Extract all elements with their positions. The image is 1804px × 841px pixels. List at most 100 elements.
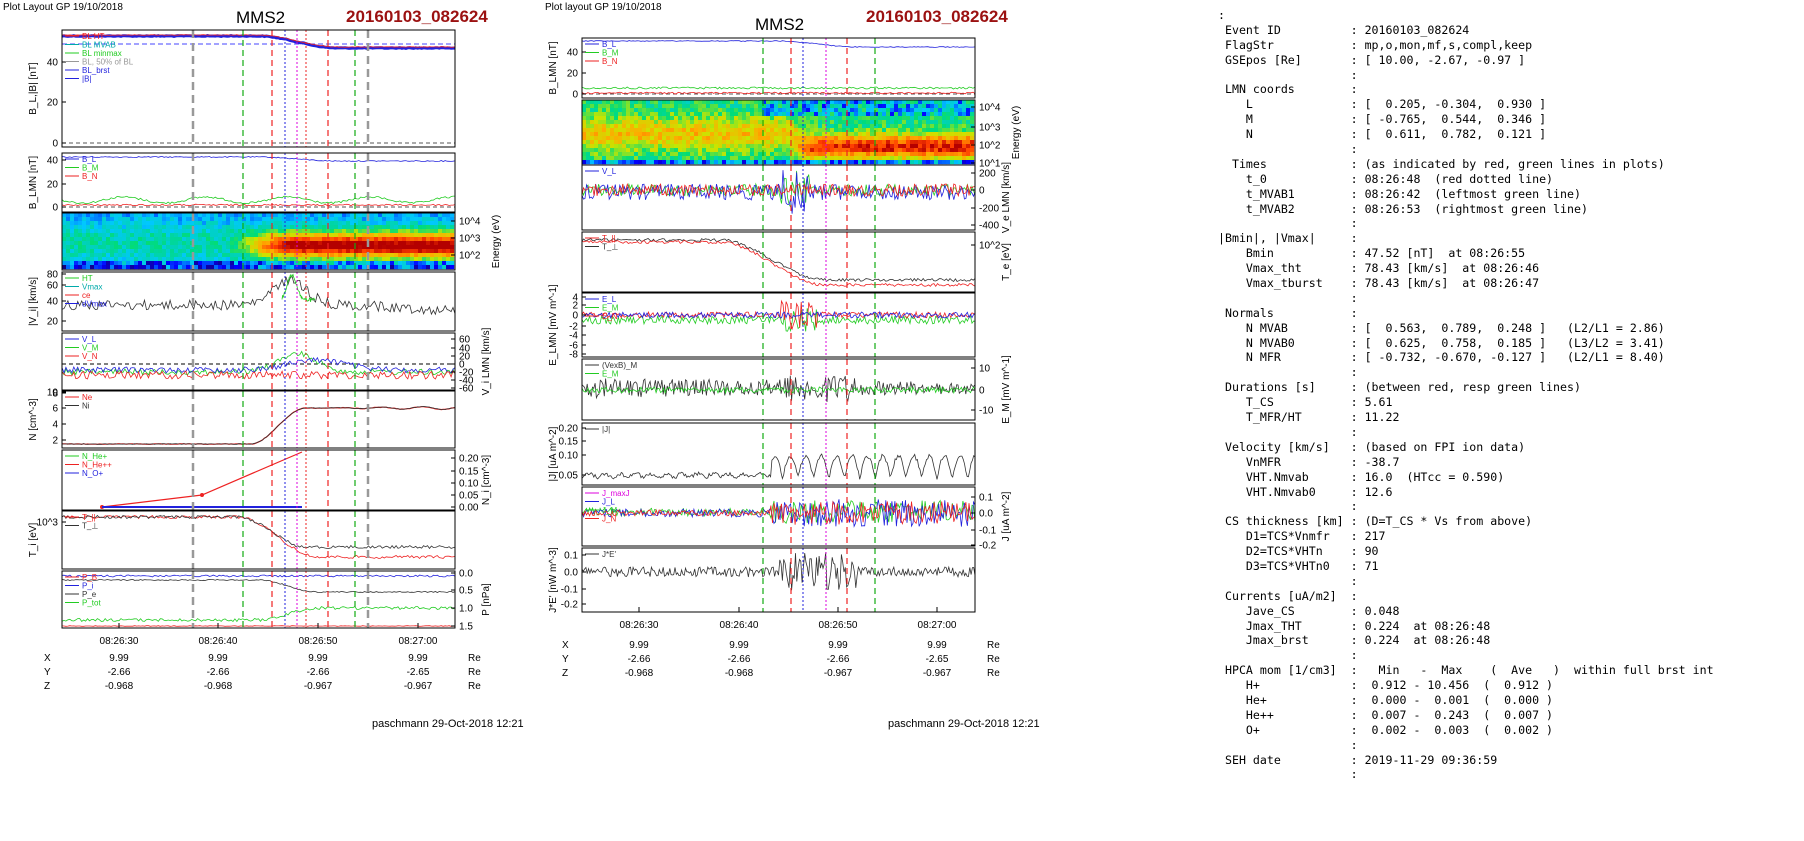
spectrogram-cell — [310, 265, 315, 270]
spectrogram-cell — [138, 261, 143, 266]
spectrogram-cell — [702, 136, 707, 141]
spectrogram-cell — [958, 136, 963, 141]
spectrogram-cell — [862, 120, 867, 125]
spectrogram-cell — [234, 237, 239, 242]
spectrogram-cell — [310, 237, 315, 242]
spectrogram-cell — [638, 116, 643, 121]
spectrogram-cell — [678, 156, 683, 161]
spectrogram-cell — [586, 128, 591, 133]
spectrogram-cell — [930, 156, 935, 161]
spectrogram-cell — [378, 245, 383, 250]
spectrogram-cell — [286, 229, 291, 234]
spectrogram-cell — [438, 245, 443, 250]
spectrogram-cell — [842, 160, 847, 165]
spectrogram-cell — [874, 112, 879, 117]
bn-line — [61, 203, 456, 207]
spectrogram-cell — [346, 265, 351, 270]
spectrogram-cell — [874, 116, 879, 121]
spectrogram-cell — [718, 108, 723, 113]
spectrogram-cell — [334, 233, 339, 238]
spectrogram-cell — [358, 253, 363, 258]
spectrogram-cell — [906, 116, 911, 121]
spectrogram-cell — [398, 249, 403, 254]
spectrogram-cell — [770, 104, 775, 109]
spectrogram-cell — [434, 249, 439, 254]
ephemeris-value: -0.967 — [404, 681, 433, 692]
spectrogram-cell — [374, 217, 379, 222]
spectrogram-cell — [958, 148, 963, 153]
y-tick-label: 4 — [52, 420, 58, 431]
spectrogram-cell — [698, 156, 703, 161]
y-tick-label: 0 — [572, 311, 578, 322]
spectrogram-cell — [894, 124, 899, 129]
spectrogram-cell — [878, 152, 883, 157]
spectrogram-cell — [154, 265, 159, 270]
spectrogram-cell — [610, 156, 615, 161]
spectrogram-cell — [290, 229, 295, 234]
spectrogram-cell — [842, 116, 847, 121]
spectrogram-cell — [706, 100, 711, 105]
spectrogram-cell — [74, 217, 79, 222]
spectrogram-cell — [874, 140, 879, 145]
summary-line: Velocity [km/s] : (based on FPI ion data… — [1218, 439, 1526, 454]
spectrogram-cell — [114, 249, 119, 254]
spectrogram-cell — [690, 144, 695, 149]
spectrogram-cell — [662, 140, 667, 145]
spectrogram-cell — [822, 148, 827, 153]
spectrogram-cell — [770, 156, 775, 161]
spectrogram-cell — [602, 108, 607, 113]
spectrogram-cell — [882, 124, 887, 129]
spectrogram-cell — [966, 152, 971, 157]
spectrogram-cell — [222, 261, 227, 266]
spectrogram-cell — [650, 100, 655, 105]
y-tick-label: 0 — [459, 360, 465, 371]
spectrogram-cell — [826, 152, 831, 157]
spectrogram-cell — [662, 112, 667, 117]
spectrogram-cell — [898, 112, 903, 117]
spectrogram-cell — [78, 229, 83, 234]
spectrogram-cell — [350, 237, 355, 242]
spectrogram-cell — [382, 241, 387, 246]
spectrogram-cell — [254, 237, 259, 242]
spectrogram-cell — [670, 104, 675, 109]
spectrogram-cell — [654, 160, 659, 165]
spectrogram-cell — [758, 144, 763, 149]
spectrogram-cell — [250, 213, 255, 218]
spectrogram-cell — [874, 100, 879, 105]
spectrogram-cell — [270, 229, 275, 234]
spectrogram-cell — [354, 237, 359, 242]
spectrogram-cell — [306, 225, 311, 230]
spectrogram-cell — [818, 132, 823, 137]
spectrogram-cell — [830, 148, 835, 153]
ephemeris-unit: Re — [468, 653, 481, 664]
spectrogram-cell — [586, 160, 591, 165]
spectrogram-cell — [350, 229, 355, 234]
spectrogram-cell — [302, 265, 307, 270]
spectrogram-cell — [94, 249, 99, 254]
spectrogram-cell — [342, 241, 347, 246]
spectrogram-cell — [842, 104, 847, 109]
spectrogram-cell — [246, 237, 251, 242]
spectrogram-cell — [722, 152, 727, 157]
spectrogram-cell — [678, 108, 683, 113]
spectrogram-cell — [362, 253, 367, 258]
spectrogram-cell — [186, 237, 191, 242]
spectrogram-cell — [286, 237, 291, 242]
spectrogram-cell — [666, 136, 671, 141]
spectrogram-cell — [322, 253, 327, 258]
spectrogram-cell — [798, 104, 803, 109]
spectrogram-cell — [450, 217, 455, 222]
spectrogram-cell — [182, 253, 187, 258]
spectrogram-cell — [386, 253, 391, 258]
spectrogram-cell — [450, 245, 455, 250]
spectrogram-cell — [394, 245, 399, 250]
spectrogram-cell — [106, 245, 111, 250]
spectrogram-cell — [90, 217, 95, 222]
spectrogram-cell — [958, 156, 963, 161]
spectrogram-cell — [918, 116, 923, 121]
spectrogram-cell — [358, 213, 363, 218]
ephemeris-value: -0.968 — [105, 681, 134, 692]
spectrogram-cell — [662, 100, 667, 105]
spectrogram-cell — [714, 160, 719, 165]
spectrogram-cell — [966, 112, 971, 117]
